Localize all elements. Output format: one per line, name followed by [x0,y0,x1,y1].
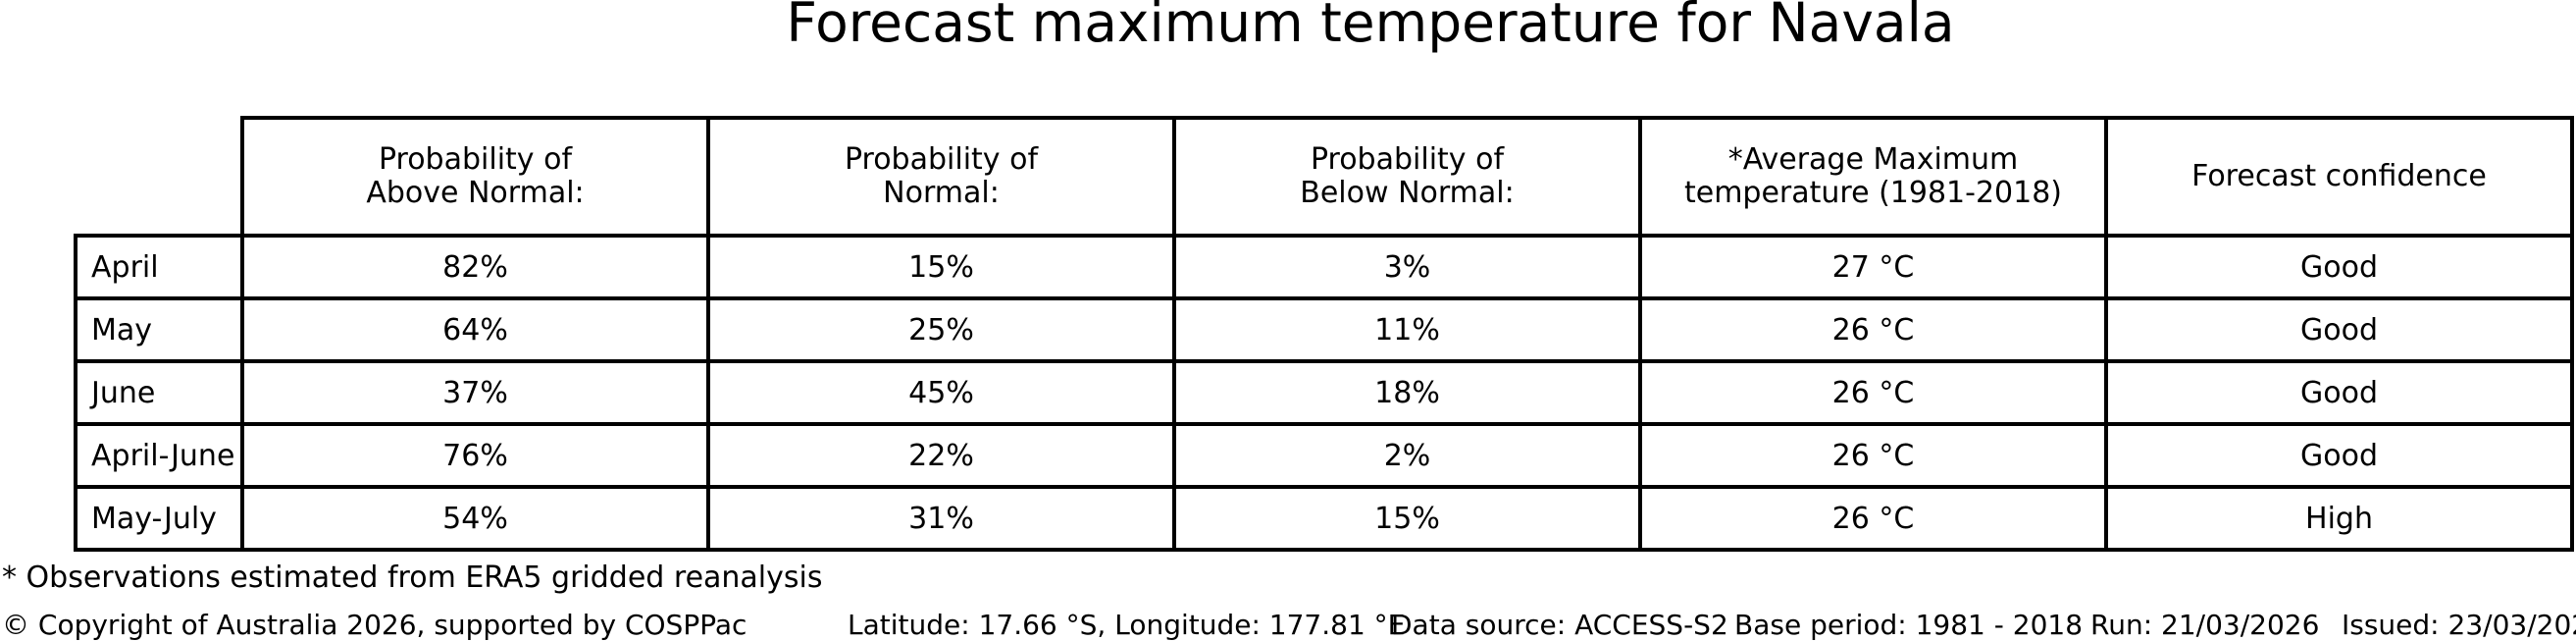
col-header-normal: Probability of Normal: [706,116,1176,238]
col-header-forecast-confidence: Forecast confidence [2104,116,2574,238]
cell-below-normal: 18% [1172,359,1642,426]
row-label: April [74,234,244,300]
row-label: May-July [74,485,244,552]
base-period-text: Base period: 1981 - 2018 [1734,609,2084,641]
cell-avg-max-temp: 26 °C [1638,359,2108,426]
cell-avg-max-temp: 27 °C [1638,234,2108,300]
table-row-april: April 82% 15% 3% 27 °C Good [74,234,2574,300]
cell-above-normal: 54% [240,485,710,552]
cell-normal: 15% [706,234,1176,300]
copyright-text: © Copyright of Australia 2026, supported… [2,609,747,641]
cell-confidence: High [2104,485,2574,552]
table-row-may: May 64% 25% 11% 26 °C Good [74,296,2574,363]
col-header-below-normal: Probability of Below Normal: [1172,116,1642,238]
table-row-april-june: April-June 76% 22% 2% 26 °C Good [74,422,2574,489]
cell-below-normal: 3% [1172,234,1642,300]
cell-confidence: Good [2104,422,2574,489]
cell-above-normal: 64% [240,296,710,363]
lat-long-text: Latitude: 17.66 °S, Longitude: 177.81 °E [848,609,1406,641]
cell-normal: 31% [706,485,1176,552]
row-label: June [74,359,244,426]
cell-avg-max-temp: 26 °C [1638,485,2108,552]
cell-confidence: Good [2104,234,2574,300]
forecast-table: Probability of Above Normal: Probability… [74,116,2574,552]
table-row-june: June 37% 45% 18% 26 °C Good [74,359,2574,426]
cell-confidence: Good [2104,359,2574,426]
cell-below-normal: 11% [1172,296,1642,363]
col-header-avg-max-temp: *Average Maximum temperature (1981-2018) [1638,116,2108,238]
cell-below-normal: 2% [1172,422,1642,489]
observations-footnote: * Observations estimated from ERA5 gridd… [2,561,823,595]
table-header-row: Probability of Above Normal: Probability… [76,116,2574,238]
cell-avg-max-temp: 26 °C [1638,296,2108,363]
row-label: April-June [74,422,244,489]
page-title: Forecast maximum temperature for Navala [786,0,1955,54]
cell-confidence: Good [2104,296,2574,363]
cell-above-normal: 37% [240,359,710,426]
table-row-may-july: May-July 54% 31% 15% 26 °C High [74,485,2574,552]
issued-date-text: Issued: 23/03/2026 [2342,609,2576,641]
header-blank-cell [76,118,242,236]
cell-normal: 22% [706,422,1176,489]
cell-avg-max-temp: 26 °C [1638,422,2108,489]
cell-above-normal: 82% [240,234,710,300]
data-source-text: Data source: ACCESS-S2 [1391,609,1728,641]
row-label: May [74,296,244,363]
cell-normal: 25% [706,296,1176,363]
cell-normal: 45% [706,359,1176,426]
run-date-text: Run: 21/03/2026 [2090,609,2320,641]
cell-below-normal: 15% [1172,485,1642,552]
cell-above-normal: 76% [240,422,710,489]
col-header-above-normal: Probability of Above Normal: [240,116,710,238]
